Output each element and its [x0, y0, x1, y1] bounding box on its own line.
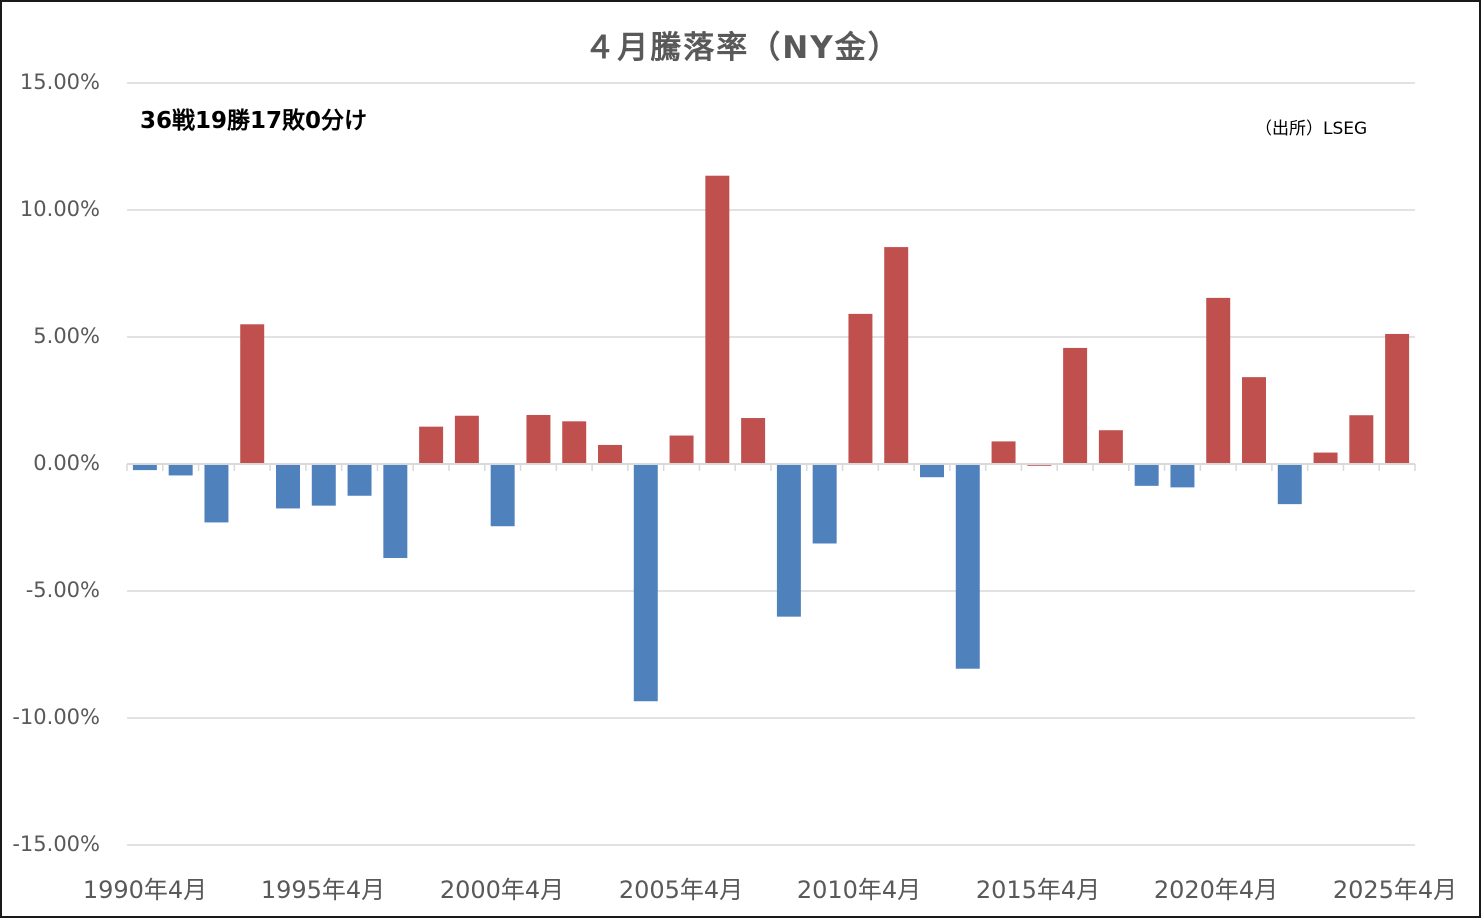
bar-2001年4月 [526, 414, 551, 464]
bar-1992年4月 [204, 464, 229, 523]
y-tick-label: -15.00% [12, 832, 100, 856]
bar-2003年4月 [598, 444, 622, 464]
bar-1995年4月 [311, 464, 336, 506]
bar-1998年4月 [419, 426, 444, 464]
bar-2005年4月 [669, 435, 694, 464]
x-tick-label: 2005年4月 [618, 876, 744, 904]
bar-2018年4月 [1134, 464, 1159, 486]
bar-1994年4月 [276, 464, 300, 509]
bar-2020年4月 [1206, 297, 1231, 464]
bar-1997年4月 [383, 464, 408, 558]
win-loss-record: 36戦19勝17敗0分け [140, 108, 368, 134]
gridlines [127, 82, 1415, 846]
x-tick-label: 1990年4月 [82, 876, 208, 904]
bar-1993年4月 [240, 324, 265, 464]
source-note: （出所）LSEG [1255, 119, 1368, 139]
bar-2013年4月 [955, 464, 980, 669]
x-tick-label: 2015年4月 [975, 876, 1101, 904]
bar-2025年4月 [1385, 333, 1410, 464]
bar-2011年4月 [884, 247, 909, 464]
bar-2006年4月 [705, 175, 730, 464]
y-tick-label: -5.00% [25, 578, 100, 602]
bar-2010年4月 [848, 313, 873, 464]
bar-2014年4月 [991, 441, 1016, 464]
x-tick-label: 2010年4月 [796, 876, 922, 904]
bar-2007年4月 [741, 418, 766, 464]
bar-1996年4月 [347, 464, 372, 496]
x-tick-label: 2020年4月 [1153, 876, 1279, 904]
x-tick-label: 2000年4月 [439, 876, 565, 904]
bar-2023年4月 [1313, 452, 1338, 464]
x-tick-label: 1995年4月 [260, 876, 386, 904]
bar-1990年4月 [132, 464, 157, 471]
x-axis-line [126, 463, 1416, 471]
bar-2024年4月 [1349, 415, 1374, 464]
y-tick-label: 5.00% [33, 324, 100, 348]
bar-1991年4月 [168, 464, 193, 476]
y-tick-label: -10.00% [12, 705, 100, 729]
x-tick-label: 2025年4月 [1332, 876, 1458, 904]
bar-2000年4月 [490, 464, 515, 527]
bar-2017年4月 [1098, 430, 1123, 464]
bar-2008年4月 [776, 464, 801, 617]
bar-2022年4月 [1277, 464, 1302, 505]
y-tick-label: 0.00% [33, 451, 100, 475]
bar-2012年4月 [920, 464, 944, 478]
bar-2019年4月 [1170, 464, 1195, 488]
bar-2021年4月 [1242, 377, 1266, 464]
y-tick-label: 10.00% [19, 197, 100, 221]
chart-title: ４月騰落率（NY金） [584, 30, 901, 66]
y-tick-label: 15.00% [19, 70, 100, 94]
bar-1999年4月 [454, 415, 479, 464]
bar-2009年4月 [812, 464, 837, 544]
bar-2016年4月 [1063, 347, 1088, 464]
bar-series [132, 175, 1410, 702]
bar-2002年4月 [562, 421, 587, 464]
bar-2004年4月 [633, 464, 658, 702]
